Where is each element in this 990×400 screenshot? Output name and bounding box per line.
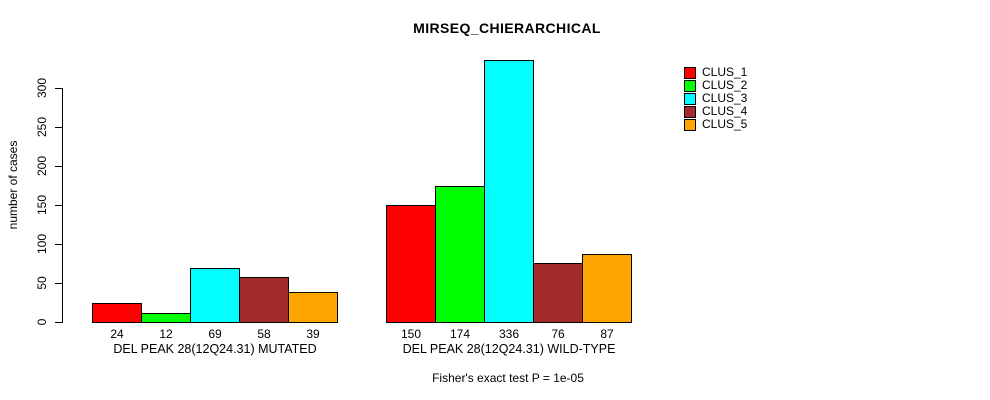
legend-color-swatch <box>684 92 696 105</box>
bar-value-label: 76 <box>551 327 565 341</box>
legend-label: CLUS_5 <box>702 117 748 131</box>
legend-label: CLUS_1 <box>702 65 748 79</box>
y-tick <box>55 127 62 128</box>
y-tick <box>55 205 62 206</box>
bar-clus-4 <box>533 263 583 323</box>
y-tick <box>55 244 62 245</box>
bar-clus-3 <box>190 268 240 323</box>
bar-value-label: 336 <box>498 327 520 341</box>
y-tick <box>55 88 62 89</box>
legend-row: CLUS_2 <box>684 79 747 92</box>
bar-value-label: 87 <box>600 327 614 341</box>
y-tick-label: 300 <box>35 77 49 99</box>
legend-color-swatch <box>684 105 696 118</box>
y-tick <box>55 166 62 167</box>
legend-row: CLUS_1 <box>684 66 747 79</box>
y-axis-label: number of cases <box>6 140 20 230</box>
legend-color-swatch <box>684 66 696 79</box>
bar-clus-2 <box>435 186 485 323</box>
legend: CLUS_1 CLUS_2 CLUS_3 CLUS_4 CLUS_5 <box>684 66 747 131</box>
bar-clus-3 <box>484 60 534 323</box>
y-tick <box>55 283 62 284</box>
bar-clus-2 <box>141 313 191 323</box>
legend-color-swatch <box>684 118 696 131</box>
bar-value-label: 174 <box>449 327 471 341</box>
y-tick <box>55 322 62 323</box>
stat-caption: Fisher's exact test P = 1e-05 <box>432 371 584 385</box>
y-tick-label: 50 <box>35 276 49 290</box>
legend-color-swatch <box>684 79 696 92</box>
y-tick-label: 200 <box>35 155 49 177</box>
bar-value-label: 58 <box>257 327 271 341</box>
y-tick-label: 100 <box>35 233 49 255</box>
bar-value-label: 39 <box>306 327 320 341</box>
group-label: DEL PEAK 28(12Q24.31) WILD-TYPE <box>402 342 616 356</box>
bar-clus-5 <box>582 254 632 323</box>
legend-row: CLUS_5 <box>684 118 747 131</box>
bar-value-label: 69 <box>208 327 222 341</box>
bar-value-label: 24 <box>110 327 124 341</box>
y-tick-label: 0 <box>35 318 49 326</box>
bar-clus-5 <box>288 292 338 323</box>
y-tick-label: 250 <box>35 116 49 138</box>
legend-row: CLUS_4 <box>684 105 747 118</box>
y-axis-line <box>62 88 63 323</box>
legend-label: CLUS_2 <box>702 78 748 92</box>
chart-title: MIRSEQ_CHIERARCHICAL <box>413 20 601 36</box>
legend-label: CLUS_3 <box>702 91 748 105</box>
bar-value-label: 12 <box>159 327 173 341</box>
group-label: DEL PEAK 28(12Q24.31) MUTATED <box>113 342 317 356</box>
legend-label: CLUS_4 <box>702 104 748 118</box>
bar-clus-1 <box>92 303 142 323</box>
legend-row: CLUS_3 <box>684 92 747 105</box>
y-tick-label: 150 <box>35 194 49 216</box>
bar-clus-4 <box>239 277 289 323</box>
bar-value-label: 150 <box>400 327 422 341</box>
bar-clus-1 <box>386 205 436 323</box>
